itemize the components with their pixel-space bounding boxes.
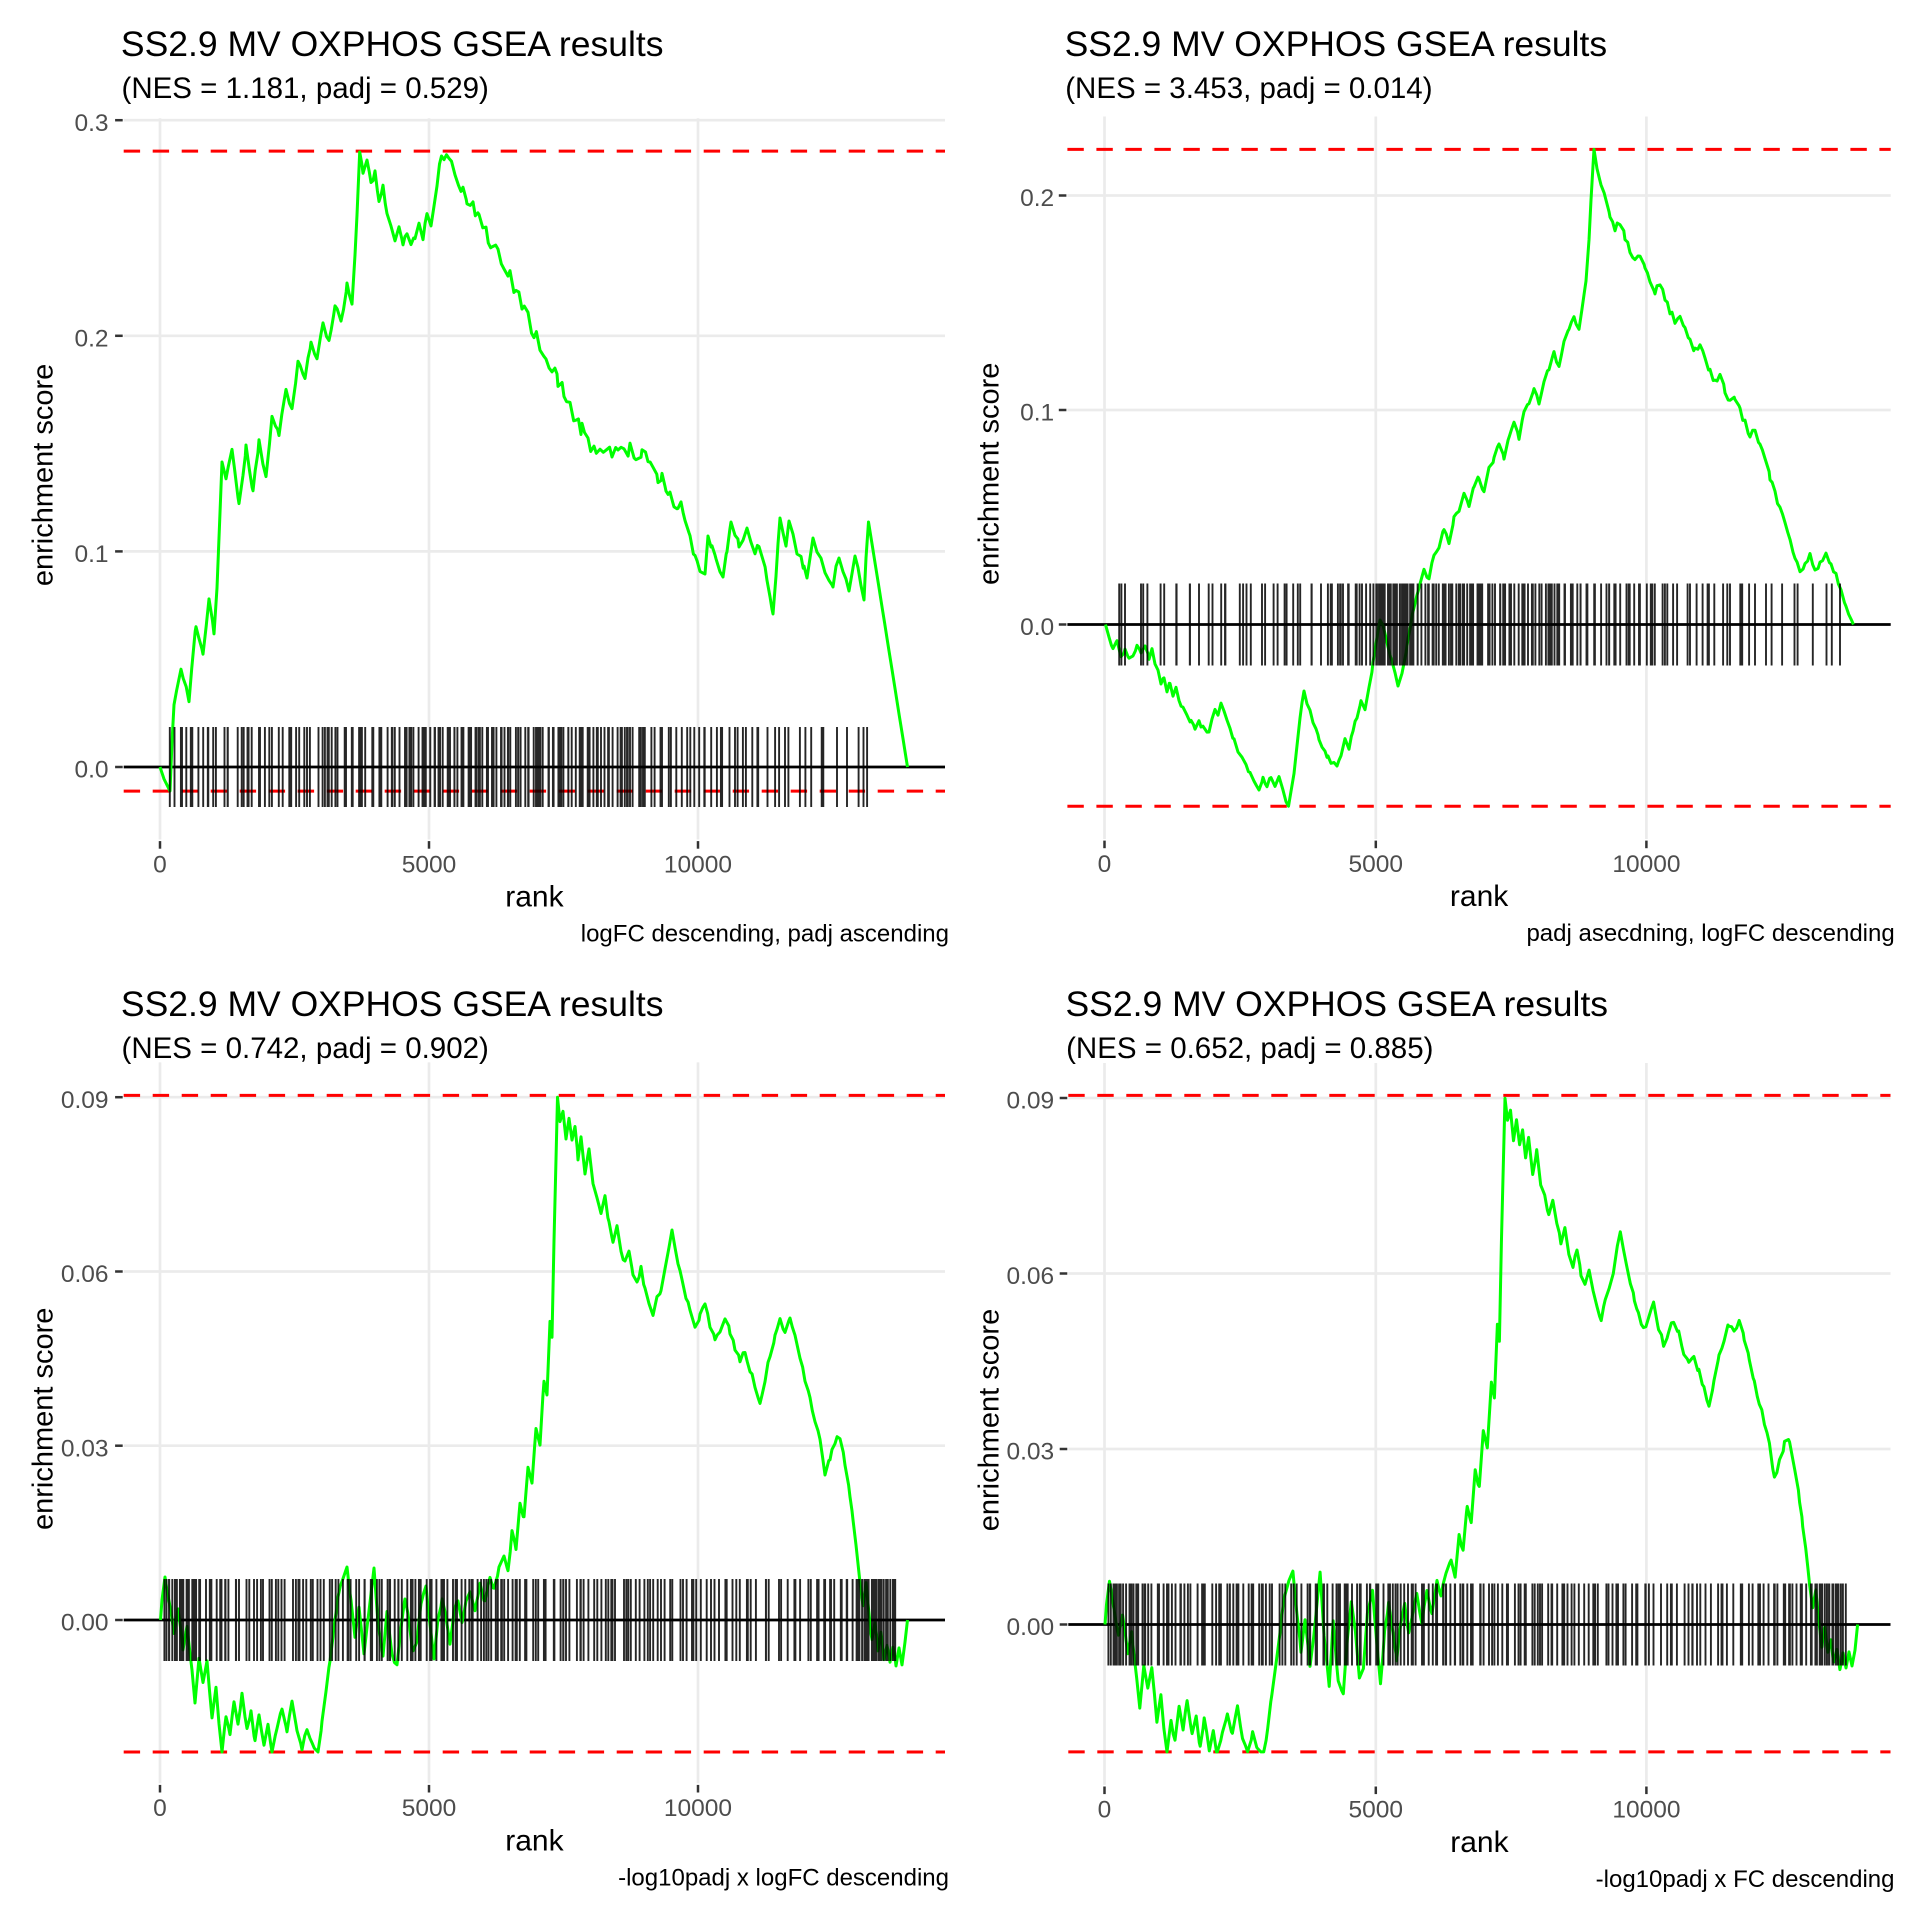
svg-text:0.2: 0.2 [74, 325, 108, 352]
svg-text:0.06: 0.06 [1007, 1263, 1055, 1290]
svg-text:SS2.9 MV OXPHOS GSEA results: SS2.9 MV OXPHOS GSEA results [121, 984, 664, 1024]
svg-text:enrichment score: enrichment score [28, 1308, 60, 1530]
svg-text:0.06: 0.06 [61, 1261, 109, 1288]
svg-text:0.09: 0.09 [1007, 1088, 1055, 1115]
svg-text:(NES = 0.652, padj = 0.885): (NES = 0.652, padj = 0.885) [1066, 1032, 1433, 1065]
svg-text:0.1: 0.1 [1020, 400, 1054, 427]
svg-text:5000: 5000 [1349, 1797, 1404, 1824]
svg-text:(NES = 1.181, padj = 0.529): (NES = 1.181, padj = 0.529) [122, 72, 489, 105]
svg-text:rank: rank [505, 881, 564, 914]
svg-text:rank: rank [1450, 1826, 1509, 1859]
svg-text:0.09: 0.09 [61, 1087, 109, 1114]
svg-text:10000: 10000 [664, 1795, 732, 1822]
svg-text:0.00: 0.00 [61, 1610, 109, 1637]
svg-text:0: 0 [153, 1795, 167, 1822]
svg-text:5000: 5000 [402, 1795, 457, 1822]
svg-text:0.1: 0.1 [74, 541, 108, 568]
svg-text:-log10padj x logFC descending: -log10padj x logFC descending [618, 1864, 949, 1891]
svg-text:rank: rank [1450, 880, 1509, 913]
svg-text:enrichment score: enrichment score [974, 1309, 1006, 1531]
svg-text:0: 0 [1098, 851, 1112, 878]
svg-text:0.03: 0.03 [1007, 1439, 1055, 1466]
svg-text:logFC descending, padj ascendi: logFC descending, padj ascending [581, 921, 949, 948]
svg-text:SS2.9 MV OXPHOS GSEA results: SS2.9 MV OXPHOS GSEA results [121, 24, 664, 64]
svg-text:0.3: 0.3 [74, 110, 108, 137]
svg-text:10000: 10000 [664, 851, 732, 878]
svg-text:SS2.9 MV OXPHOS GSEA results: SS2.9 MV OXPHOS GSEA results [1065, 24, 1608, 64]
svg-text:SS2.9 MV OXPHOS GSEA results: SS2.9 MV OXPHOS GSEA results [1066, 984, 1609, 1024]
svg-text:0.0: 0.0 [74, 757, 108, 784]
svg-text:0.0: 0.0 [1020, 614, 1054, 641]
svg-text:0: 0 [153, 851, 167, 878]
svg-text:5000: 5000 [1349, 851, 1404, 878]
svg-text:0.2: 0.2 [1020, 185, 1054, 212]
svg-text:5000: 5000 [402, 851, 457, 878]
svg-text:-log10padj x FC descending: -log10padj x FC descending [1596, 1866, 1895, 1893]
svg-text:(NES = 0.742, padj = 0.902): (NES = 0.742, padj = 0.902) [122, 1032, 489, 1065]
svg-text:10000: 10000 [1612, 1797, 1680, 1824]
svg-text:0.00: 0.00 [1007, 1614, 1055, 1641]
svg-text:padj asecdning, logFC descendi: padj asecdning, logFC descending [1526, 920, 1894, 947]
svg-text:enrichment score: enrichment score [28, 364, 60, 586]
svg-text:0: 0 [1098, 1797, 1112, 1824]
svg-text:rank: rank [505, 1824, 564, 1857]
svg-text:10000: 10000 [1612, 851, 1680, 878]
svg-text:enrichment score: enrichment score [974, 363, 1006, 585]
svg-text:0.03: 0.03 [61, 1435, 109, 1462]
svg-text:(NES = 3.453, padj = 0.014): (NES = 3.453, padj = 0.014) [1065, 72, 1432, 105]
